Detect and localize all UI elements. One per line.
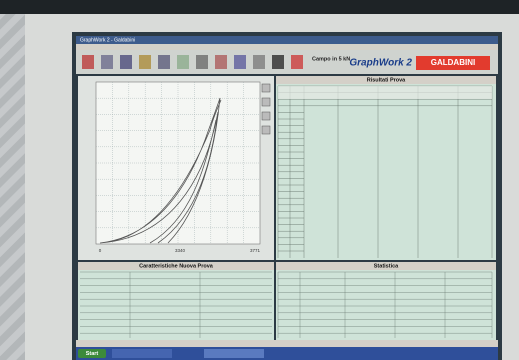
toolbar-icon[interactable]: [215, 55, 227, 69]
top-band: [0, 0, 519, 14]
results-title: Risultati Prova: [367, 77, 406, 83]
header-row: [278, 86, 492, 99]
taskbar: [76, 347, 498, 360]
results-header: [276, 76, 496, 84]
stats-header: [276, 262, 496, 270]
start-button[interactable]: [78, 349, 106, 358]
stats-table: [277, 271, 493, 338]
toolbar-icon[interactable]: [196, 55, 208, 69]
results-table: [277, 85, 493, 258]
logo-box: [416, 56, 490, 70]
task-button[interactable]: [112, 349, 172, 358]
new-test-title: Caratteristiche Nuova Prova: [139, 263, 214, 269]
load-curve: [99, 97, 222, 244]
toolbar-icon[interactable]: [291, 55, 303, 69]
side-button[interactable]: [261, 111, 271, 121]
x-tick-label: 3771: [250, 248, 261, 253]
x-tick-label: 0: [99, 248, 102, 253]
scale-label: Campo in 5 kN: [312, 56, 350, 62]
start-label: Start: [86, 351, 99, 357]
toolbar-icon[interactable]: [82, 55, 94, 69]
side-button[interactable]: [261, 97, 271, 107]
side-button[interactable]: [261, 125, 271, 135]
new-test-panel: [78, 262, 274, 340]
x-tick-label: 3340: [175, 248, 186, 253]
toolbar-icon[interactable]: [158, 55, 170, 69]
toolbar-icon[interactable]: [253, 55, 265, 69]
window-title: GraphWork 2 - Galdabini: [80, 37, 135, 43]
toolbar-icon[interactable]: [120, 55, 132, 69]
brand: GraphWork 2: [349, 58, 412, 69]
toolbar-icon[interactable]: [272, 55, 284, 69]
stats-panel: [276, 262, 496, 340]
status-bar: [76, 340, 498, 347]
task-button[interactable]: [204, 349, 264, 358]
new-test-form: [80, 271, 272, 338]
logo: GALDABINI: [431, 58, 475, 67]
stats-title: Statistica: [374, 263, 399, 269]
toolbar-icon[interactable]: [139, 55, 151, 69]
toolbar-icon[interactable]: [234, 55, 246, 69]
toolbar-icon[interactable]: [177, 55, 189, 69]
title-bar: [76, 36, 498, 44]
toolbar-icons: [82, 55, 303, 69]
side-button[interactable]: [261, 83, 271, 93]
results-panel: [276, 76, 496, 260]
menu-bar: [76, 44, 498, 50]
grid: [96, 82, 260, 244]
toolbar-icon[interactable]: [101, 55, 113, 69]
new-test-header: [78, 262, 274, 270]
